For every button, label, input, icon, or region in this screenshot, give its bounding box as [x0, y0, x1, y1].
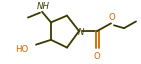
Text: NH: NH	[37, 2, 49, 11]
Text: O: O	[94, 52, 100, 61]
Text: HO: HO	[15, 45, 28, 54]
Text: N: N	[78, 28, 84, 37]
Text: O: O	[109, 13, 115, 22]
